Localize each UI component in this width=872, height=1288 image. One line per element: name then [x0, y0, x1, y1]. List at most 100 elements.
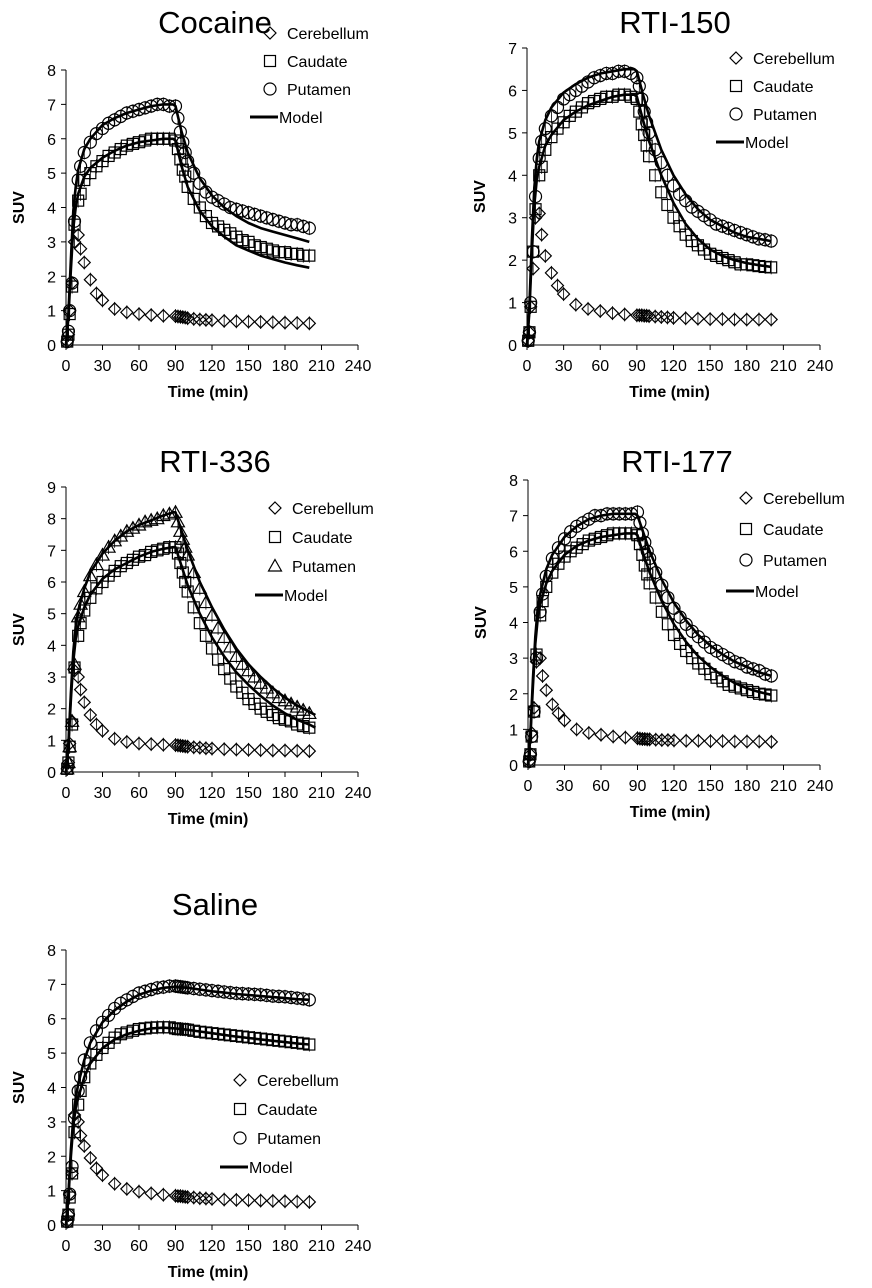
- data-point-putamen: [527, 704, 541, 719]
- x-tick-label: 210: [770, 778, 797, 795]
- legend-label: Caudate: [292, 530, 353, 547]
- series-cerebellum: [521, 206, 779, 348]
- data-point-putamen: [89, 1024, 104, 1038]
- data-point-caudate: [575, 101, 589, 114]
- legend-label: Cerebellum: [753, 51, 835, 68]
- x-tick-label: 210: [308, 1238, 335, 1255]
- data-point-putamen: [60, 754, 76, 769]
- data-point-cerebellum: [703, 312, 717, 326]
- data-point-caudate: [569, 105, 582, 118]
- data-point-cerebellum: [144, 1186, 159, 1201]
- data-point-cerebellum: [132, 1184, 146, 1199]
- data-point-cerebellum: [648, 309, 663, 324]
- legend-label: Model: [284, 588, 328, 605]
- y-tick-label: 4: [509, 616, 518, 633]
- data-point-cerebellum: [557, 713, 572, 728]
- series-putamen: [521, 64, 778, 348]
- data-point-putamen: [82, 567, 98, 582]
- y-tick-label: 0: [508, 338, 517, 355]
- data-point-cerebellum: [205, 741, 219, 756]
- data-point-cerebellum: [539, 683, 554, 698]
- data-point-caudate: [661, 198, 674, 212]
- x-tick-label: 180: [733, 358, 760, 375]
- data-point-cerebellum: [186, 740, 201, 755]
- data-point-putamen: [253, 675, 269, 689]
- x-tick-label: 120: [661, 778, 688, 795]
- data-point-cerebellum: [667, 733, 681, 748]
- y-tick-label: 0: [509, 758, 518, 775]
- data-point-cerebellum: [119, 735, 134, 749]
- data-point-cerebellum: [217, 742, 232, 757]
- y-tick-label: 2: [509, 687, 518, 704]
- data-point-cerebellum: [205, 313, 219, 328]
- data-point-cerebellum: [764, 312, 779, 327]
- data-point-cerebellum: [73, 1128, 88, 1143]
- data-point-cerebellum: [648, 732, 663, 747]
- data-point-putamen: [247, 669, 263, 683]
- y-tick-label: 6: [47, 575, 56, 592]
- data-point-cerebellum: [199, 741, 213, 756]
- data-point-cerebellum: [107, 731, 122, 746]
- legend-marker-cerebellum: [263, 26, 277, 40]
- chart-title: Cocaine: [158, 5, 272, 40]
- y-tick-label: 0: [47, 338, 56, 355]
- legend-label: Model: [745, 135, 789, 152]
- data-point-putamen: [551, 541, 566, 555]
- data-point-cerebellum: [593, 304, 608, 318]
- x-tick-label: 180: [272, 1238, 299, 1255]
- legend-marker-cerebellum: [233, 1073, 247, 1087]
- x-tick-label: 240: [807, 778, 834, 795]
- data-point-putamen: [210, 620, 226, 634]
- x-tick-label: 60: [130, 1238, 148, 1255]
- data-point-cerebellum: [544, 266, 559, 280]
- x-tick-label: 90: [167, 785, 185, 802]
- data-point-cerebellum: [192, 740, 207, 755]
- data-point-cerebellum: [290, 316, 305, 330]
- model-curve: [64, 1026, 310, 1226]
- legend-label: Caudate: [763, 522, 824, 539]
- series-caudate: [523, 526, 778, 769]
- data-point-cerebellum: [617, 307, 632, 322]
- data-point-cerebellum: [618, 730, 633, 745]
- series-putamen: [59, 504, 317, 776]
- y-tick-label: 6: [508, 83, 517, 100]
- data-point-cerebellum: [569, 722, 584, 737]
- data-point-cerebellum: [606, 729, 621, 744]
- data-point-cerebellum: [568, 297, 583, 312]
- data-point-cerebellum: [119, 1182, 134, 1196]
- legend-marker-caudate: [263, 54, 277, 68]
- data-point-cerebellum: [639, 308, 654, 323]
- x-tick-label: 30: [94, 785, 112, 802]
- y-tick-label: 9: [47, 480, 56, 497]
- x-tick-label: 30: [94, 358, 112, 375]
- y-tick-label: 3: [47, 670, 56, 687]
- data-point-caudate: [679, 228, 692, 241]
- data-point-cerebellum: [95, 723, 110, 738]
- data-point-cerebellum: [178, 1189, 193, 1204]
- chart-panel-cocaine: Cocaine 0 1 2 3 4 5 6 7 8 0 30 60 90 120 150 180 210 240 Ti…: [11, 5, 371, 401]
- data-point-cerebellum: [594, 727, 608, 742]
- x-axis-label: Time (min): [168, 811, 249, 828]
- data-point-cerebellum: [278, 315, 292, 330]
- y-axis-label: SUV: [472, 180, 489, 213]
- data-point-caudate: [563, 109, 576, 122]
- series-cerebellum: [60, 228, 317, 349]
- x-tick-label: 210: [308, 785, 335, 802]
- data-point-cerebellum: [278, 1194, 292, 1209]
- data-point-cerebellum: [640, 732, 655, 747]
- y-tick-label: 0: [47, 1218, 56, 1235]
- model-curve: [64, 985, 310, 1226]
- x-tick-label: 120: [199, 1238, 226, 1255]
- data-point-cerebellum: [95, 293, 110, 308]
- chart-panel-rti-150: RTI-150 0 1 2 3 4 5 6 7 0 30 60 90 120 150 180 210 240 Tim…: [472, 5, 835, 401]
- data-point-cerebellum: [175, 739, 190, 753]
- data-point-caudate: [551, 122, 564, 135]
- x-tick-label: 30: [555, 358, 573, 375]
- x-tick-label: 240: [345, 358, 372, 375]
- legend-marker-caudate: [233, 1102, 247, 1116]
- data-point-cerebellum: [253, 315, 268, 329]
- legend-label: Caudate: [287, 54, 348, 71]
- data-point-cerebellum: [186, 312, 201, 326]
- y-tick-label: 3: [509, 651, 518, 668]
